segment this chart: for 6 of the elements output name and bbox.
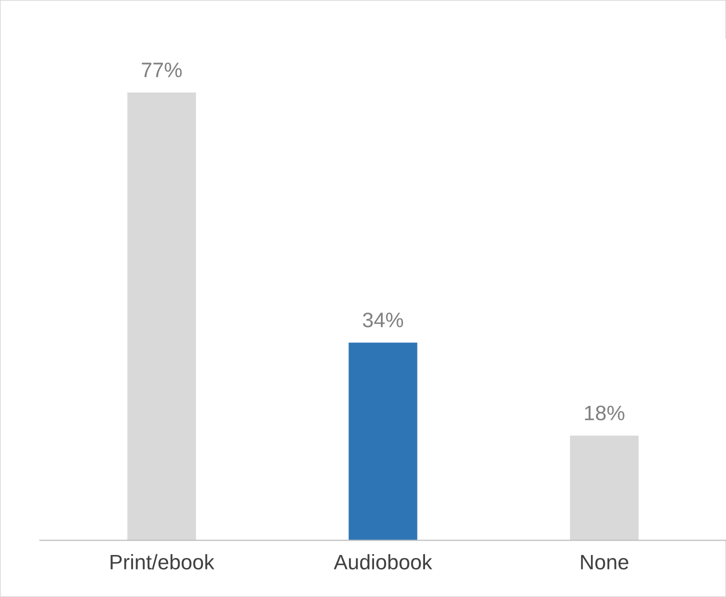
data-label: 34% [362,312,404,328]
x-tick-label: Print/ebook [110,554,214,570]
data-label: 18% [585,406,624,420]
x-tick-label: Audiobook [334,554,432,570]
x-tick-label: None [581,554,628,570]
data-label: 77% [142,62,182,78]
